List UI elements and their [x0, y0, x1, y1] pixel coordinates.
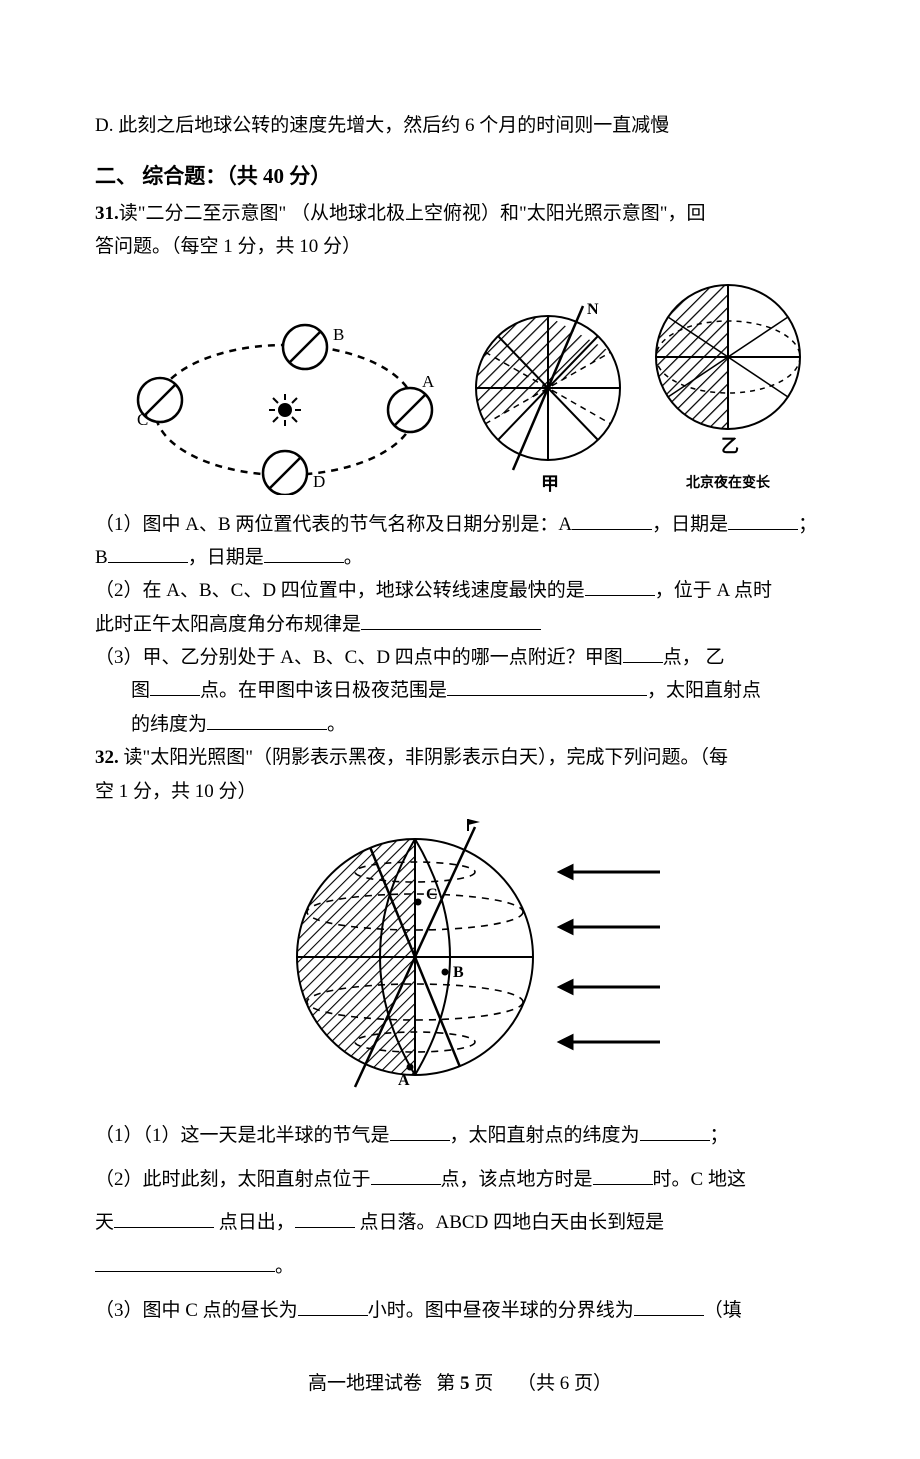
q31-intro: 31.读"二分二至示意图" （从地球北极上空俯视）和"太阳光照示意图"，回	[95, 198, 825, 229]
q32-part2-line3: 。	[95, 1246, 825, 1288]
blank	[640, 1120, 710, 1141]
q31-part2-line1: （2）在 A、B、C、D 四位置中，地球公转线速度最快的是，位于 A 点时	[95, 575, 825, 606]
svg-text:N: N	[587, 301, 599, 318]
q32-part3: （3）图中 C 点的昼长为小时。图中昼夜半球的分界线为（填	[95, 1290, 825, 1332]
q32-intro-line1: 读"太阳光照图"（阴影表示黑夜，非阴影表示白天），完成下列问题。（每	[119, 747, 728, 768]
blank	[207, 709, 327, 730]
blank	[390, 1120, 450, 1141]
q32-intro: 32. 读"太阳光照图"（阴影表示黑夜，非阴影表示白天），完成下列问题。（每	[95, 742, 825, 773]
blank	[295, 1208, 355, 1229]
q32-part1: （1）（1）这一天是北半球的节气是，太阳直射点的纬度为；	[95, 1115, 825, 1157]
blank	[114, 1208, 214, 1229]
q31-part1-line1: （1）图中 A、B 两位置代表的节气名称及日期分别是：A，日期是；	[95, 509, 825, 540]
q31-part3-line1: （3）甲、乙分别处于 A、B、C、D 四点中的哪一点附近？甲图点， 乙	[95, 642, 825, 673]
caption-yi: 北京夜在变长	[643, 472, 813, 495]
q32-number: 32.	[95, 747, 119, 768]
blank	[623, 642, 663, 663]
blank	[371, 1164, 441, 1185]
q31-part3-line3: 的纬度为。	[95, 709, 825, 740]
section-2-header: 二、 综合题：（共 40 分）	[95, 159, 825, 194]
q31-part1-line2: B，日期是。	[95, 542, 825, 573]
label-D: D	[313, 472, 325, 491]
blank	[634, 1295, 704, 1316]
q31-intro-line2: 答问题。（每空 1 分，共 10 分）	[95, 231, 825, 262]
q31-intro-line1: 读"二分二至示意图" （从地球北极上空俯视）和"太阳光照示意图"，回	[119, 203, 706, 224]
svg-text:乙: 乙	[721, 436, 739, 456]
svg-text:甲: 甲	[541, 474, 559, 494]
blank	[447, 676, 647, 697]
q31-figure-orbit: A B C D	[135, 315, 435, 495]
svg-text:C: C	[426, 886, 438, 903]
q31-figure-illumination: N 甲	[463, 277, 813, 495]
page-footer: 高一地理试卷 第 5 页 （共 6 页）	[95, 1368, 825, 1399]
blank	[361, 609, 541, 630]
q31-part3-line2: 图点。在甲图中该日极夜范围是，太阳直射点	[95, 675, 825, 706]
option-d: D. 此刻之后地球公转的速度先增大，然后约 6 个月的时间则一直减慢	[95, 110, 825, 141]
svg-text:A: A	[398, 1072, 410, 1089]
label-C: C	[137, 410, 148, 429]
blank	[95, 1251, 275, 1272]
blank	[264, 542, 344, 563]
label-A: A	[422, 372, 435, 391]
label-B: B	[333, 325, 344, 344]
q32-intro-line2: 空 1 分，共 10 分）	[95, 776, 825, 807]
q31-part2-line2: 此时正午太阳高度角分布规律是	[95, 609, 825, 640]
blank	[572, 509, 652, 530]
blank	[298, 1295, 368, 1316]
blank	[585, 576, 655, 597]
blank	[150, 676, 200, 697]
blank	[728, 509, 798, 530]
blank	[108, 542, 188, 563]
q31-figures: A B C D	[135, 277, 825, 495]
svg-text:B: B	[453, 964, 464, 981]
q32-part2-line2: 天 点日出， 点日落。ABCD 四地白天由长到短是	[95, 1202, 825, 1244]
q32-part2-line1: （2）此时此刻，太阳直射点位于点，该点地方时是时。C 地这	[95, 1159, 825, 1201]
q32-figure: C B A	[95, 817, 825, 1097]
q31-number: 31.	[95, 203, 119, 224]
blank	[593, 1164, 653, 1185]
